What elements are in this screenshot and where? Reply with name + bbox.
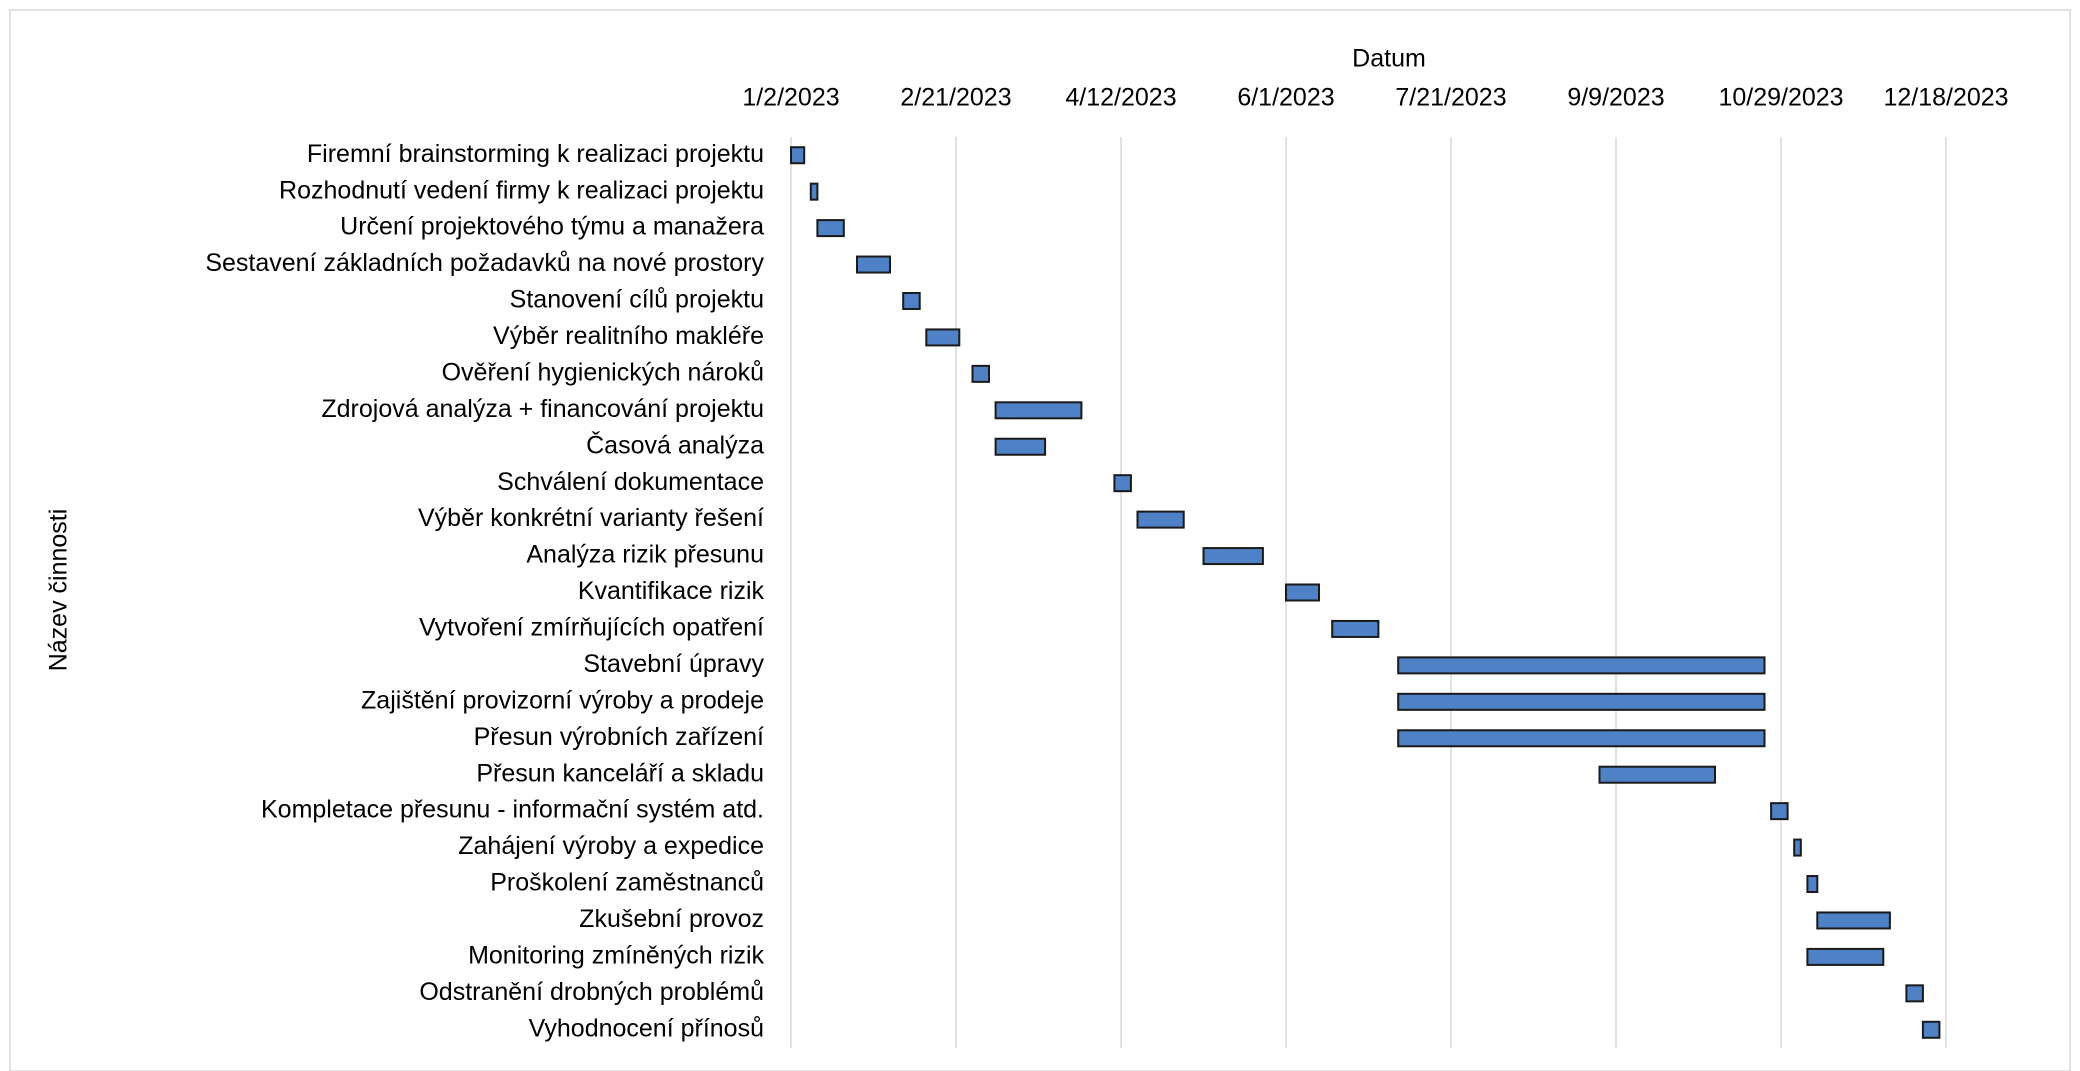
bar	[1285, 583, 1320, 602]
bar	[1816, 911, 1891, 930]
y-tick-label: Zahájení výroby a expedice	[458, 832, 764, 860]
y-tick-label: Vyhodnocení přínosů	[529, 1014, 764, 1042]
bar	[902, 291, 921, 310]
y-tick-label: Zajištění provizorní výroby a prodeje	[361, 686, 764, 714]
y-tick-label: Stanovení cílů projektu	[510, 286, 764, 314]
x-tick-label: 9/9/2023	[1567, 84, 1664, 112]
y-tick-label: Výběr realitního makléře	[493, 322, 764, 350]
bar	[816, 219, 845, 238]
y-tick-label: Výběr konkrétní varianty řešení	[418, 504, 764, 532]
y-tick-label: Ověření hygienických nároků	[442, 358, 764, 386]
x-tick-label: 12/18/2023	[1883, 84, 2008, 112]
x-tick-label: 2/21/2023	[900, 84, 1011, 112]
bar	[809, 182, 819, 201]
y-tick-label: Odstranění drobných problémů	[419, 978, 764, 1006]
y-tick-label: Analýza rizik přesunu	[526, 541, 764, 569]
bar	[790, 146, 806, 165]
bar	[971, 364, 990, 383]
bar	[1598, 765, 1716, 784]
x-tick-label: 6/1/2023	[1237, 84, 1334, 112]
bar	[1397, 692, 1766, 711]
bar	[1202, 547, 1264, 566]
bar	[925, 328, 961, 347]
bar	[1397, 656, 1766, 675]
y-tick-label: Zdrojová analýza + financování projektu	[321, 395, 764, 423]
y-tick-label: Sestavení základních požadavků na nové p…	[205, 249, 764, 277]
bar	[856, 255, 891, 274]
y-tick-label: Monitoring zmíněných rizik	[468, 942, 764, 970]
chart-border	[9, 9, 2071, 1071]
y-tick-label: Schválení dokumentace	[497, 468, 764, 496]
bar	[1136, 510, 1185, 529]
bar	[1770, 802, 1789, 821]
x-tick-label: 7/21/2023	[1395, 84, 1506, 112]
y-tick-label: Kvantifikace rizik	[578, 577, 765, 605]
bar	[1806, 875, 1819, 894]
bar	[1921, 1020, 1941, 1039]
y-tick-label: Proškolení zaměstnanců	[490, 869, 764, 897]
bar	[1113, 474, 1132, 493]
bar	[994, 437, 1047, 456]
y-tick-label: Přesun výrobních zařízení	[474, 723, 764, 751]
x-axis-title: Datum	[1352, 45, 1426, 73]
bar	[994, 401, 1083, 420]
y-tick-label: Určení projektového týmu a manažera	[340, 213, 764, 241]
bar	[1793, 838, 1802, 857]
bar	[1905, 984, 1924, 1003]
y-tick-label: Zkušební provoz	[579, 905, 764, 933]
y-tick-label: Firemní brainstorming k realizaci projek…	[307, 140, 764, 168]
bar	[1331, 619, 1380, 638]
bar	[1397, 729, 1766, 748]
x-tick-label: 1/2/2023	[742, 84, 839, 112]
y-tick-label: Přesun kanceláří a skladu	[476, 759, 764, 787]
y-tick-label: Časová analýza	[586, 430, 764, 459]
y-tick-label: Vytvoření zmírňujících opatření	[419, 614, 764, 642]
y-tick-label: Stavební úpravy	[583, 650, 764, 678]
x-tick-label: 4/12/2023	[1065, 84, 1176, 112]
bar	[1806, 947, 1885, 966]
y-tick-label: Kompletace přesunu - informační systém a…	[261, 796, 764, 824]
y-axis-title: Název činnosti	[45, 509, 73, 672]
x-tick-label: 10/29/2023	[1718, 84, 1843, 112]
y-tick-label: Rozhodnutí vedení firmy k realizaci proj…	[279, 176, 764, 204]
